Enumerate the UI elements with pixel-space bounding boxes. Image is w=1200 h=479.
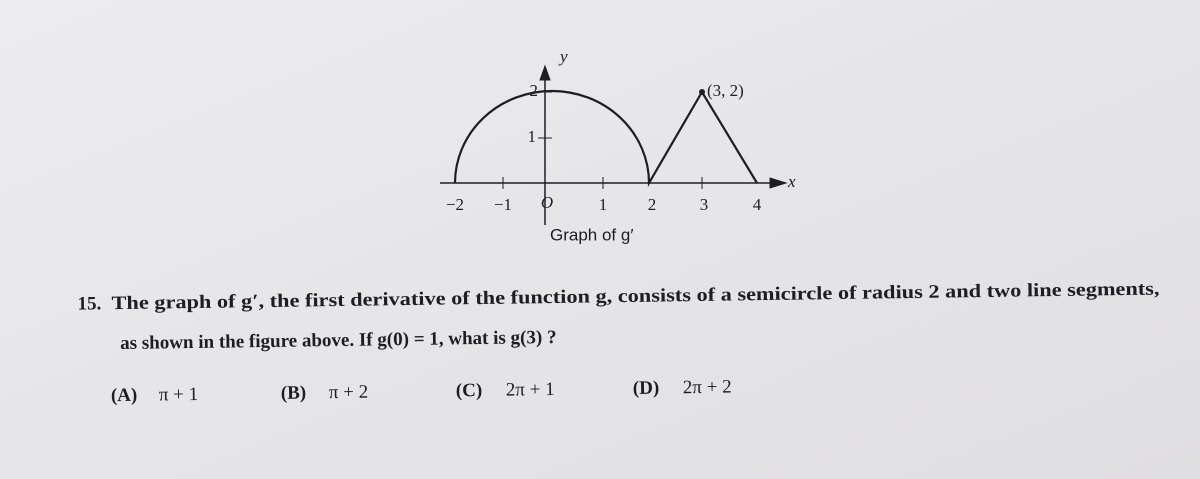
x-tick-label: 2 <box>648 195 657 214</box>
y-axis-label: y <box>558 47 568 66</box>
graph-curve <box>453 89 758 188</box>
choice-letter: (B) <box>281 382 307 403</box>
choice-answer: π + 1 <box>159 384 199 406</box>
x-arrow <box>769 177 788 189</box>
x-tick-label: −2 <box>446 195 464 214</box>
choice-answer: 2π + 1 <box>506 379 555 401</box>
choice-answer: π + 2 <box>329 382 369 404</box>
figure-caption: Graph of g′ <box>550 225 634 244</box>
x-tick-label: 4 <box>753 195 762 214</box>
question-number: 15. <box>77 293 101 314</box>
x-axis-label: x <box>787 172 796 191</box>
y-arrow <box>539 64 551 81</box>
figure <box>440 64 788 225</box>
x-tick-label: 1 <box>599 195 608 214</box>
y-tick-label: 2 <box>530 81 539 100</box>
x-tick-label: 3 <box>700 195 709 214</box>
point <box>699 89 705 95</box>
choice-letter: (D) <box>633 378 660 399</box>
choice-answer: 2π + 2 <box>683 377 732 399</box>
x-tick-label: −1 <box>494 195 512 214</box>
y-tick-label: 1 <box>528 127 537 146</box>
x-tick-label: O <box>541 193 553 212</box>
choice-letter: (C) <box>456 380 483 401</box>
choice-letter: (A) <box>111 385 138 406</box>
point-label: (3, 2) <box>707 81 744 100</box>
